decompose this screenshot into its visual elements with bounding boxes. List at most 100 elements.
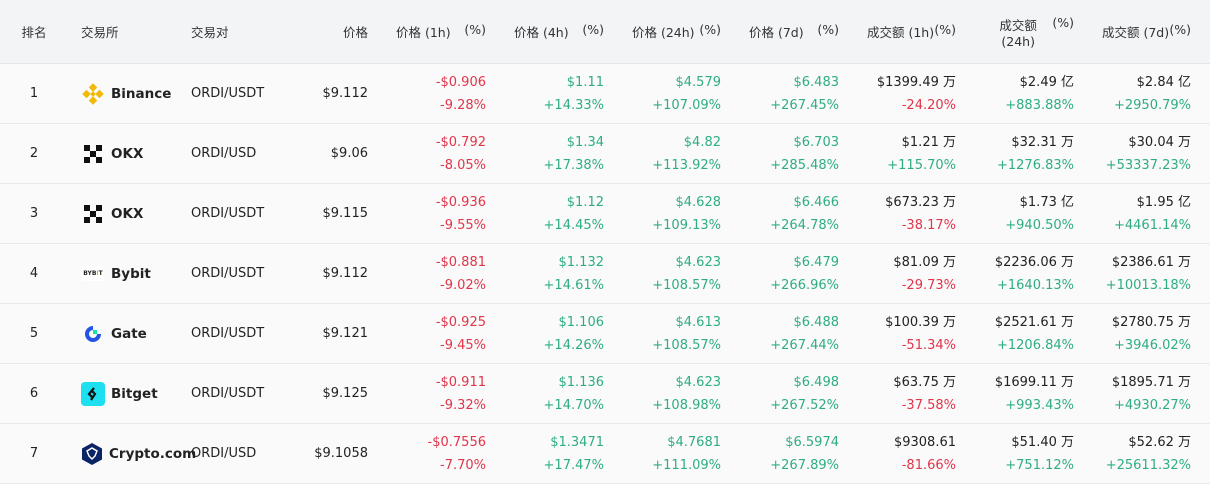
header-col-2[interactable]: 价格 (24h) (%): [622, 0, 739, 64]
metric-change: +113.92%: [652, 157, 721, 173]
binance-logo-icon: [81, 82, 105, 106]
exchange-cell[interactable]: Gate: [68, 303, 178, 364]
header-col-3[interactable]: 价格 (7d) (%): [739, 0, 857, 64]
exchange-cell[interactable]: Binance: [68, 63, 178, 124]
price: $9.112: [288, 63, 386, 124]
metric-change: +14.45%: [543, 217, 604, 233]
header-pct: (%): [699, 22, 721, 37]
exchange-name: Crypto.com: [109, 445, 197, 462]
metric-value: $673.23 万: [885, 194, 956, 210]
metric-value: -$0.881: [435, 254, 486, 270]
metric-value: $4.628: [675, 194, 722, 210]
metric-value: $1895.71 万: [1111, 374, 1191, 390]
price: $9.121: [288, 303, 386, 364]
metric-value: $4.613: [675, 314, 722, 330]
metric-cell: $6.703 +285.48%: [739, 123, 857, 184]
pair[interactable]: ORDI/USDT: [178, 63, 288, 124]
header-exchange[interactable]: 交易所: [68, 0, 178, 64]
metric-cell: $4.623 +108.98%: [622, 363, 739, 424]
exchange-cell[interactable]: Bitget: [68, 363, 178, 424]
pair[interactable]: ORDI/USDT: [178, 243, 288, 304]
header-price[interactable]: 价格: [288, 0, 386, 64]
metric-change: +108.57%: [652, 337, 721, 353]
metric-change: -7.70%: [440, 457, 486, 473]
table-header: 排名 交易所 交易对 价格 价格 (1h) (%) 价格 (4h) (%) 价格 (24…: [0, 0, 1210, 64]
metric-change: -8.05%: [440, 157, 486, 173]
exchange-cell[interactable]: BYBIT Bybit: [68, 243, 178, 304]
metric-change: -37.58%: [901, 397, 956, 413]
metric-cell: $1.132 +14.61%: [504, 243, 622, 304]
bitget-logo-icon: [81, 381, 105, 406]
metric-value: $2521.61 万: [994, 314, 1074, 330]
metric-value: $6.488: [793, 314, 840, 330]
metric-cell: $1699.11 万 +993.43%: [974, 363, 1092, 424]
metric-cell: $2521.61 万 +1206.84%: [974, 303, 1092, 364]
pair[interactable]: ORDI/USDT: [178, 183, 288, 244]
header-rank[interactable]: 排名: [0, 0, 68, 64]
exchange-cell[interactable]: OKX: [68, 123, 178, 184]
metric-value: $4.7681: [667, 434, 721, 450]
exchange-cell[interactable]: Crypto.com: [68, 423, 196, 484]
exchange-name: Gate: [111, 325, 147, 342]
price: $9.125: [288, 363, 386, 424]
table-row[interactable]: 3 OKX ORDI/USDT $9.115 -$0.936 -9.55% $1.12…: [0, 183, 1210, 244]
metric-value: $2.49 亿: [1019, 74, 1074, 90]
header-col-4[interactable]: 成交额 (1h) (%): [857, 0, 974, 64]
header-pct: (%): [1169, 22, 1191, 37]
table-row[interactable]: 7 Crypto.com ORDI/USD $9.1058 -$0.7556 -7.…: [0, 423, 1210, 484]
rank: 6: [0, 363, 68, 424]
metric-value: $100.39 万: [885, 314, 956, 330]
metric-value: -$0.906: [435, 74, 486, 90]
metric-change: +2950.79%: [1113, 97, 1191, 113]
header-pct: (%): [817, 22, 839, 37]
metric-change: +17.47%: [543, 457, 604, 473]
header-col-1[interactable]: 价格 (4h) (%): [504, 0, 622, 64]
table-row[interactable]: 1 Binance ORDI/USDT $9.112 -$0.906 -9.28% $…: [0, 63, 1210, 124]
header-pct: (%): [582, 22, 604, 37]
rank: 2: [0, 123, 68, 184]
metric-change: -38.17%: [901, 217, 956, 233]
header-label: 成交额 (1h): [867, 25, 935, 40]
header-pct: (%): [464, 22, 486, 37]
metric-value: $1.11: [566, 74, 604, 90]
exchange-cell[interactable]: OKX: [68, 183, 178, 244]
metric-cell: $4.628 +109.13%: [622, 183, 739, 244]
pair[interactable]: ORDI/USDT: [178, 363, 288, 424]
header-col-5[interactable]: 成交额 (24h) (%): [974, 0, 1092, 64]
metric-change: +993.43%: [1005, 397, 1074, 413]
metric-change: +108.57%: [652, 277, 721, 293]
metric-value: $2780.75 万: [1111, 314, 1191, 330]
pair[interactable]: ORDI/USD: [178, 123, 288, 184]
metric-change: +115.70%: [887, 157, 956, 173]
metric-cell: $9308.61 -81.66%: [857, 423, 974, 484]
exchange-name: Bybit: [111, 265, 151, 282]
metric-cell: $63.75 万 -37.58%: [857, 363, 974, 424]
metric-change: +883.88%: [1005, 97, 1074, 113]
header-col-0[interactable]: 价格 (1h) (%): [386, 0, 504, 64]
metric-cell: $1399.49 万 -24.20%: [857, 63, 974, 124]
metric-change: +53337.23%: [1105, 157, 1191, 173]
metric-change: +267.44%: [770, 337, 839, 353]
pair[interactable]: ORDI/USDT: [178, 303, 288, 364]
table-row[interactable]: 6 Bitget ORDI/USDT $9.125 -$0.911 -9.32% $1…: [0, 363, 1210, 424]
pair[interactable]: ORDI/USD: [178, 423, 288, 484]
table-row[interactable]: 5 Gate ORDI/USDT $9.121 -$0.925 -9.45% $1.1…: [0, 303, 1210, 364]
price: $9.06: [288, 123, 386, 184]
metric-change: -9.45%: [440, 337, 486, 353]
metric-cell: $4.613 +108.57%: [622, 303, 739, 364]
metric-change: -9.32%: [440, 397, 486, 413]
table-row[interactable]: 2 OKX ORDI/USD $9.06 -$0.792 -8.05% $1.34 +1…: [0, 123, 1210, 184]
metric-change: +3946.02%: [1113, 337, 1191, 353]
metric-value: $1699.11 万: [994, 374, 1074, 390]
metric-cell: $4.82 +113.92%: [622, 123, 739, 184]
metric-value: $51.40 万: [1011, 434, 1074, 450]
header-pct: (%): [1052, 14, 1074, 30]
table-row[interactable]: 4 BYBIT Bybit ORDI/USDT $9.112 -$0.881 -9.0…: [0, 243, 1210, 304]
rank: 1: [0, 63, 68, 124]
metric-value: $4.623: [675, 254, 722, 270]
metric-change: -81.66%: [901, 457, 956, 473]
header-pair[interactable]: 交易对: [178, 0, 288, 64]
header-col-6[interactable]: 成交额 (7d) (%): [1092, 0, 1209, 64]
metric-value: $4.623: [675, 374, 722, 390]
metric-cell: $1895.71 万 +4930.27%: [1092, 363, 1209, 424]
